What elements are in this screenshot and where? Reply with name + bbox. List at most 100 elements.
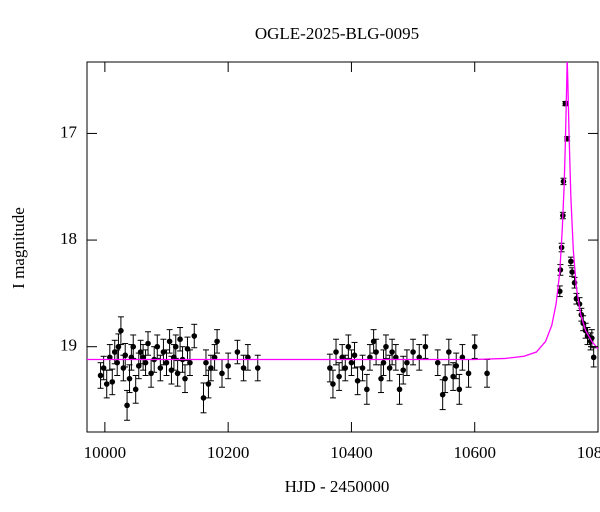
x-tick-label: 10200	[207, 443, 250, 462]
point	[187, 359, 193, 366]
point	[373, 349, 379, 355]
point	[182, 375, 188, 382]
point	[122, 352, 129, 359]
point	[111, 349, 118, 355]
point	[191, 333, 198, 339]
data-point	[382, 334, 389, 359]
point	[163, 359, 170, 366]
data-point	[422, 334, 429, 359]
data-point	[100, 355, 107, 381]
point	[351, 352, 358, 359]
data-point	[130, 334, 137, 359]
point	[140, 354, 146, 361]
point	[364, 386, 370, 393]
data-point	[154, 334, 161, 359]
point	[359, 365, 366, 371]
point	[389, 349, 395, 355]
data-point	[244, 344, 251, 371]
data-point	[333, 338, 340, 366]
x-tick-label: 10800	[577, 443, 600, 462]
data-point	[459, 344, 466, 371]
data-point	[373, 338, 380, 366]
point	[459, 354, 466, 361]
data-point	[392, 344, 399, 371]
data-point	[359, 354, 366, 382]
point	[225, 363, 231, 369]
data-point	[182, 364, 189, 394]
point	[132, 386, 139, 393]
point	[135, 363, 142, 369]
point	[203, 359, 209, 366]
point	[115, 343, 122, 350]
point	[465, 370, 472, 377]
point	[386, 365, 393, 371]
point	[383, 343, 389, 350]
point	[160, 349, 167, 355]
point	[370, 338, 377, 345]
point	[184, 346, 191, 352]
point	[569, 269, 575, 275]
point	[560, 178, 567, 185]
point	[172, 343, 179, 350]
data-point	[560, 177, 567, 186]
point	[416, 354, 423, 361]
data-point	[400, 355, 407, 385]
point	[103, 381, 110, 387]
data-point	[351, 341, 358, 369]
data-point	[124, 389, 131, 421]
point	[254, 365, 261, 371]
data-point	[329, 369, 336, 399]
point	[100, 365, 107, 371]
point	[124, 402, 130, 409]
point	[200, 395, 207, 401]
data-point	[205, 369, 212, 399]
point	[590, 354, 597, 361]
point	[342, 365, 349, 371]
data-point	[174, 360, 181, 387]
point	[339, 354, 345, 361]
data-point	[380, 349, 387, 376]
point	[556, 288, 563, 295]
point	[118, 327, 124, 334]
data-point	[160, 338, 167, 366]
point	[177, 336, 183, 343]
data-point	[114, 349, 121, 376]
point	[367, 354, 373, 361]
data-point	[410, 338, 417, 366]
plot-frame	[86, 61, 599, 433]
point	[240, 365, 247, 371]
point	[410, 349, 416, 355]
point	[148, 370, 154, 377]
point	[234, 349, 241, 355]
data-point	[456, 373, 463, 405]
data-point	[218, 358, 225, 388]
point	[345, 343, 352, 350]
point	[330, 381, 336, 387]
data-point	[348, 349, 355, 376]
data-point	[339, 344, 346, 371]
data-point	[471, 334, 478, 359]
data-point	[240, 354, 247, 382]
data-point	[140, 344, 147, 371]
point	[434, 359, 441, 366]
chart-title: OGLE-2025-BLG-0095	[255, 24, 419, 43]
point	[211, 354, 218, 361]
data-point	[389, 338, 396, 366]
data-point	[590, 347, 597, 368]
data-point	[363, 373, 370, 405]
data-point	[163, 349, 170, 376]
data-point	[103, 369, 110, 399]
point	[396, 386, 403, 393]
point	[378, 375, 384, 382]
data-point	[234, 339, 241, 365]
data-point	[434, 349, 441, 376]
point	[446, 349, 452, 355]
plot-area	[87, 62, 598, 421]
data-point	[200, 382, 207, 414]
point	[137, 349, 144, 355]
point	[130, 343, 137, 350]
point	[422, 343, 429, 350]
data-point	[336, 362, 343, 391]
point	[107, 354, 113, 361]
